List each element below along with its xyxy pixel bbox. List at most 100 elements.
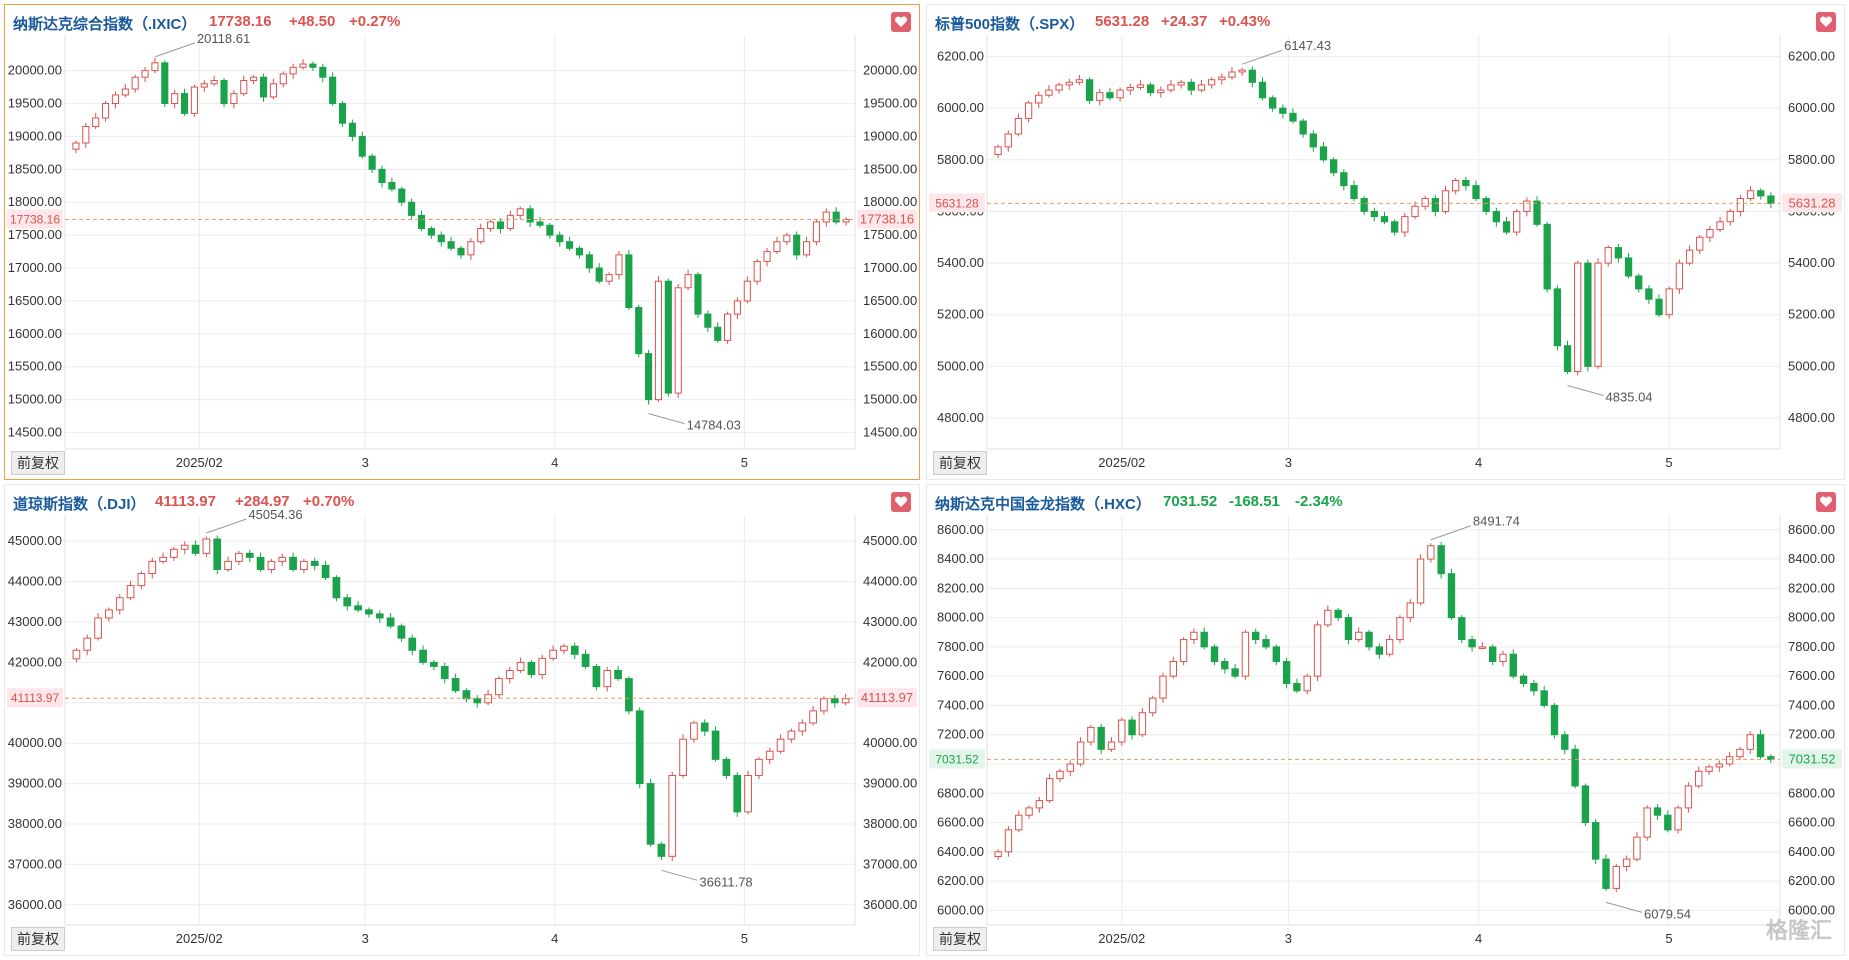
candle: [1248, 69, 1256, 83]
candle: [368, 155, 376, 170]
y-tick-label-right: 40000.00: [863, 735, 917, 750]
high-annotation-line: [1430, 525, 1472, 541]
candle: [1563, 345, 1572, 373]
candle: [1746, 734, 1754, 750]
candle: [793, 234, 801, 256]
candle: [733, 775, 742, 813]
y-tick-label-right: 36000.00: [863, 897, 917, 912]
last-price-tag-left: [929, 749, 985, 769]
candle: [830, 698, 839, 704]
y-tick-label-right: 6600.00: [1788, 815, 1835, 830]
candle: [664, 280, 672, 394]
chart-panel-dji[interactable]: 道琼斯指数（.DJI） 41113.97 +284.97 +0.70% 4500…: [4, 484, 920, 956]
y-tick-label-left: 37000.00: [8, 856, 62, 871]
candle: [141, 70, 149, 78]
last-price: 41113.97: [155, 493, 216, 510]
favorite-heart-icon[interactable]: [891, 492, 911, 512]
y-tick-label-left: 19500.00: [8, 96, 62, 111]
candle: [743, 280, 751, 302]
candle: [1533, 200, 1541, 225]
candle: [1097, 726, 1105, 750]
y-tick-label-right: 18000.00: [863, 194, 917, 209]
y-tick-label-left: 43000.00: [8, 614, 62, 629]
candle: [1087, 726, 1095, 743]
y-tick-label-right: 43000.00: [863, 614, 917, 629]
candle: [1447, 573, 1456, 619]
candlestick-chart[interactable]: 20000.00 20000.00 19500.00 19500.00 19000.00…: [5, 5, 919, 479]
candle: [365, 609, 373, 615]
candle: [477, 228, 485, 243]
candle: [787, 730, 796, 740]
candlestick-chart[interactable]: 6200.00 6200.00 6000.00 6000.00 5800.00 5800.…: [927, 5, 1844, 479]
chart-panel-ixic[interactable]: 纳斯达克综合指数（.IXIC） 17738.16 +48.50 +0.27% 2…: [4, 4, 920, 480]
low-annotation-line: [648, 413, 685, 425]
favorite-heart-icon[interactable]: [891, 12, 911, 32]
candle: [378, 168, 386, 183]
candle: [1571, 748, 1579, 787]
y-tick-label-left: 8600.00: [937, 522, 984, 537]
chart-panel-spx[interactable]: 标普500指数（.SPX） 5631.28 +24.37 +0.43% 6200…: [926, 4, 1845, 480]
index-name[interactable]: 纳斯达克综合指数（.IXIC）: [13, 16, 197, 33]
x-tick-label: 3: [1285, 931, 1292, 946]
candle: [1187, 81, 1195, 91]
candle: [714, 326, 722, 341]
candle: [200, 83, 208, 88]
candle: [440, 665, 449, 680]
last-price-tag-right: [857, 209, 917, 229]
candle: [329, 76, 337, 105]
candle: [245, 552, 254, 558]
candle: [1581, 785, 1590, 824]
candle: [220, 79, 228, 105]
candle: [1685, 249, 1694, 264]
candle: [487, 221, 495, 230]
candle: [657, 843, 666, 857]
panel-header: 纳斯达克中国金龙指数（.HXC） 7031.52 -168.51 -2.34%: [927, 485, 1844, 519]
y-tick-label-left: 6400.00: [937, 844, 984, 859]
panel-header: 纳斯达克综合指数（.IXIC） 17738.16 +48.50 +0.27%: [5, 5, 919, 39]
adjust-mode-button[interactable]: 前复权: [11, 927, 65, 951]
y-tick-label-left: 15000.00: [8, 392, 62, 407]
candle: [1401, 216, 1409, 233]
y-tick-label-right: 37000.00: [863, 856, 917, 871]
candle: [1197, 84, 1206, 91]
candle: [556, 234, 564, 243]
candle: [773, 241, 781, 253]
x-tick-label: 4: [551, 931, 558, 946]
candlestick-chart[interactable]: 45000.00 45000.00 44000.00 44000.00 43000.00…: [5, 485, 919, 955]
candle: [1116, 89, 1124, 99]
adjust-mode-button[interactable]: 前复权: [933, 451, 987, 475]
chart-panel-hxc[interactable]: 纳斯达克中国金龙指数（.HXC） 7031.52 -168.51 -2.34% …: [926, 484, 1845, 956]
candle: [1406, 602, 1414, 619]
candle: [82, 126, 90, 144]
candle: [1767, 195, 1775, 204]
candle: [1513, 210, 1521, 233]
adjust-mode-button[interactable]: 前复权: [11, 451, 65, 475]
y-tick-label-left: 8200.00: [937, 580, 984, 595]
candle: [1035, 800, 1044, 809]
favorite-heart-icon[interactable]: [1816, 12, 1836, 32]
candle: [722, 758, 731, 777]
candle: [1279, 107, 1287, 114]
index-name[interactable]: 标普500指数（.SPX）: [935, 16, 1085, 33]
candle: [1427, 545, 1435, 560]
candle: [386, 617, 395, 627]
candle: [1293, 682, 1301, 692]
y-tick-label-left: 6000.00: [937, 100, 984, 115]
candle: [1411, 205, 1419, 218]
candle: [1370, 210, 1378, 218]
favorite-heart-icon[interactable]: [1816, 492, 1836, 512]
index-name[interactable]: 纳斯达克中国金龙指数（.HXC）: [935, 496, 1151, 513]
y-tick-label-right: 6200.00: [1788, 48, 1835, 63]
candle: [1452, 179, 1460, 192]
index-name[interactable]: 道琼斯指数（.DJI）: [13, 496, 146, 513]
candle: [753, 260, 761, 282]
adjust-mode-button[interactable]: 前复权: [933, 927, 987, 951]
candlestick-chart[interactable]: 8600.00 8600.00 8400.00 8400.00 8200.00 8200.…: [927, 485, 1844, 955]
candle: [115, 597, 124, 611]
candle: [1365, 631, 1373, 648]
candle: [1218, 76, 1226, 81]
candle: [809, 710, 817, 724]
candle: [408, 201, 416, 216]
y-tick-label-right: 16000.00: [863, 326, 917, 341]
candle: [635, 710, 644, 785]
